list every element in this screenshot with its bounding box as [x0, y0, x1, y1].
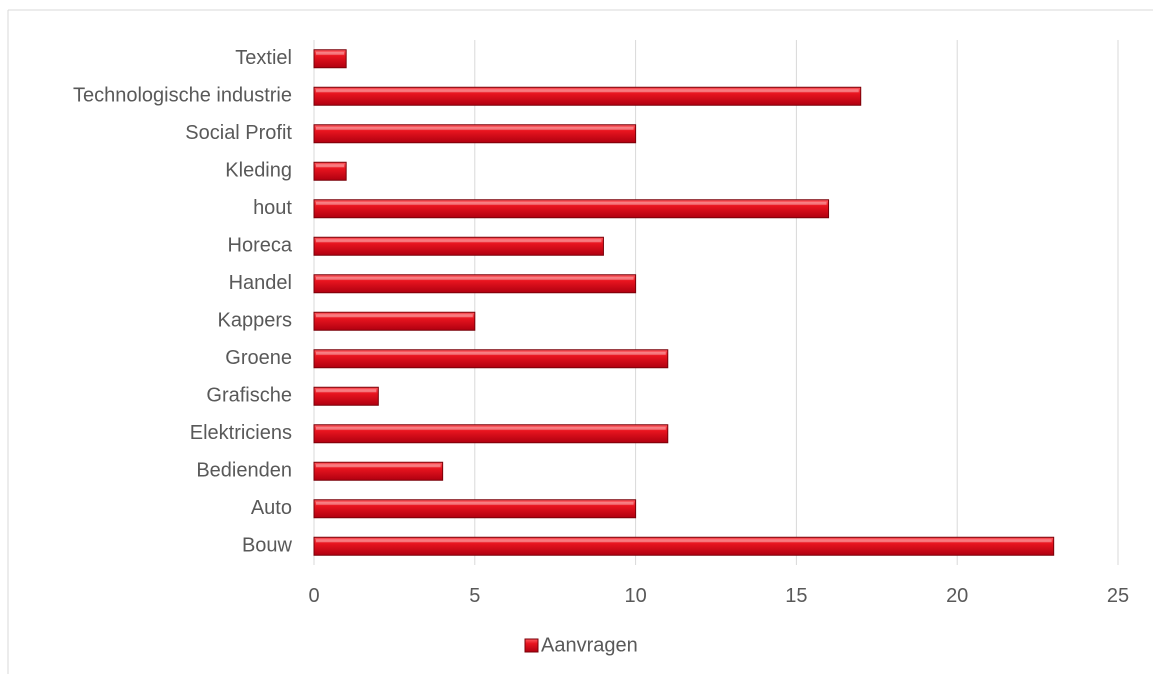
bar-grafische — [313, 386, 379, 406]
bar — [313, 386, 379, 406]
bar-elektriciens — [313, 424, 669, 444]
bar — [313, 274, 637, 294]
bar-highlight — [316, 126, 634, 130]
bar-highlight — [316, 426, 666, 430]
bar-social-profit — [313, 124, 637, 144]
bar-highlight — [316, 239, 602, 243]
bar — [313, 236, 604, 256]
bar — [313, 499, 637, 519]
category-label: Kleding — [225, 160, 292, 182]
bar-groene — [313, 349, 669, 369]
category-label: Elektriciens — [190, 422, 292, 444]
category-label: Social Profit — [185, 122, 292, 144]
bar-kleding — [313, 161, 347, 181]
category-label: Horeca — [228, 235, 293, 257]
category-label: hout — [253, 197, 292, 219]
bar-highlight — [316, 389, 377, 393]
bar-technologische-industrie — [313, 86, 862, 106]
x-tick-label: 10 — [624, 585, 646, 607]
category-label: Bedienden — [196, 460, 292, 482]
bar-bouw — [313, 536, 1055, 556]
x-tick-label: 0 — [308, 585, 319, 607]
bar-highlight — [316, 501, 634, 505]
bar-highlight — [316, 351, 666, 355]
bar-highlight — [316, 89, 859, 93]
bar — [313, 124, 637, 144]
category-label: Groene — [225, 347, 292, 369]
legend-swatch — [524, 638, 539, 653]
category-label: Auto — [251, 497, 292, 519]
x-axis-tick-labels: 0 5 10 15 20 25 — [308, 585, 1129, 607]
category-label: Bouw — [242, 535, 293, 557]
bar-highlight — [316, 464, 441, 468]
x-tick-label: 15 — [785, 585, 807, 607]
bar — [313, 461, 444, 481]
category-labels: Bouw Auto Bedienden Elektriciens Grafische Gr… — [73, 47, 293, 557]
category-label: Kappers — [218, 310, 293, 332]
bar — [313, 311, 476, 331]
bar-highlight — [316, 201, 827, 205]
category-label: Textiel — [235, 47, 292, 69]
bar-highlight — [316, 51, 345, 55]
x-tick-label: 20 — [946, 585, 968, 607]
bar — [313, 424, 669, 444]
bar — [313, 199, 830, 219]
bar-highlight — [316, 314, 473, 318]
bar-horeca — [313, 236, 604, 256]
category-label: Technologische industrie — [73, 85, 292, 107]
bar — [313, 536, 1055, 556]
bars — [313, 49, 1055, 556]
bar-bedienden — [313, 461, 444, 481]
legend-label: Aanvragen — [541, 634, 638, 656]
legend: Aanvragen — [524, 634, 638, 656]
bar-highlight — [316, 164, 345, 168]
x-tick-label: 25 — [1107, 585, 1129, 607]
x-tick-label: 5 — [469, 585, 480, 607]
bar-auto — [313, 499, 637, 519]
gridlines — [313, 40, 1119, 565]
category-label: Grafische — [206, 385, 292, 407]
category-label: Handel — [229, 272, 292, 294]
bar-highlight — [316, 539, 1052, 543]
bar — [313, 349, 669, 369]
bar — [313, 161, 347, 181]
bar-hout — [313, 199, 830, 219]
bar-kappers — [313, 311, 476, 331]
bar — [313, 49, 347, 69]
bar-highlight — [316, 276, 634, 280]
bar-textiel — [313, 49, 347, 69]
bar-handel — [313, 274, 637, 294]
bar — [313, 86, 862, 106]
